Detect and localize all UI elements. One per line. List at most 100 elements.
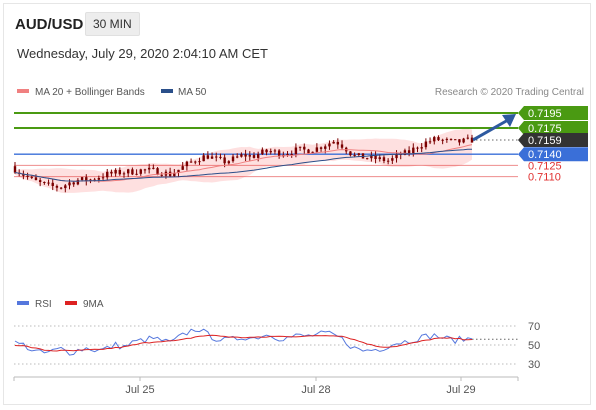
candle-body: [311, 151, 314, 154]
candle-body: [43, 181, 46, 183]
candle-body: [382, 157, 386, 162]
trend-arrow: [472, 114, 516, 142]
candle-body: [143, 169, 147, 171]
candle-body: [244, 154, 247, 157]
candle-body: [76, 179, 80, 185]
candle-body: [59, 187, 63, 189]
candle-body: [470, 137, 474, 143]
candle-body: [139, 169, 142, 174]
candle-body: [202, 155, 205, 162]
candle-body: [437, 137, 440, 141]
x-tick-label: Jul 25: [125, 384, 154, 396]
legend-ma50-swatch: [161, 89, 173, 93]
candle-body: [319, 147, 323, 149]
candle-body: [131, 169, 134, 175]
level-label: 0.7195: [528, 108, 562, 120]
candle-body: [13, 166, 17, 173]
legend-rsi-label: RSI: [35, 299, 52, 310]
candle-body: [353, 154, 356, 156]
candle-body: [55, 185, 59, 188]
candle-body: [34, 177, 38, 181]
candle-body: [223, 157, 226, 164]
candle-body: [395, 153, 398, 159]
candle-body: [160, 174, 163, 176]
candle-body: [294, 147, 298, 155]
candle-body: [378, 157, 381, 160]
candle-body: [403, 150, 407, 155]
candle-body: [26, 175, 29, 177]
bollinger-bands: [15, 128, 472, 194]
candle-body: [328, 143, 331, 147]
candle-body: [231, 156, 235, 162]
x-tick-label: Jul 29: [446, 384, 475, 396]
candle-body: [51, 182, 54, 186]
credit-label: Research © 2020 Trading Central: [435, 87, 584, 98]
level-label: 0.7159: [528, 135, 562, 147]
candle-body: [286, 154, 289, 156]
rsi-tick-label: 70: [528, 321, 540, 333]
candle-body: [357, 153, 360, 155]
timeframe-badge[interactable]: 30 MIN: [85, 12, 140, 36]
rsi-tick-label: 30: [528, 359, 540, 371]
legend-ma50-label: MA 50: [178, 87, 207, 98]
candle-body: [386, 160, 390, 162]
candle-body: [72, 182, 75, 185]
candle-body: [240, 154, 243, 157]
rsi-line: [14, 328, 473, 356]
candle-body: [420, 147, 423, 149]
x-axis: Jul 25 Jul 28 Jul 29: [13, 377, 519, 396]
candle-body: [315, 147, 319, 152]
candle-body: [412, 147, 415, 154]
datetime-label: Wednesday, July 29, 2020 2:04:10 AM CET: [17, 46, 268, 61]
candle-body: [458, 139, 461, 143]
candles: [13, 134, 474, 193]
candle-body: [332, 141, 335, 144]
candle-body: [135, 173, 138, 175]
symbol-title: AUD/USD: [15, 16, 84, 33]
candle-body: [236, 156, 239, 158]
level-label: 0.7125: [528, 160, 562, 172]
candle-body: [454, 139, 457, 141]
candle-body: [168, 171, 172, 177]
candle-body: [336, 141, 340, 145]
candle-body: [110, 171, 113, 174]
candle-body: [127, 169, 130, 174]
trend-arrow-head: [502, 114, 516, 127]
candle-body: [97, 178, 101, 180]
level-box-support_strong: [518, 147, 588, 162]
candle-body: [349, 151, 352, 156]
candle-body: [307, 149, 310, 154]
trend-arrow-shaft: [472, 118, 509, 142]
candle-body: [365, 158, 369, 160]
candle-body: [147, 167, 151, 170]
candle-body: [189, 161, 193, 163]
level-label: 0.7175: [528, 123, 562, 135]
candle-body: [428, 141, 432, 143]
legend-rsi-ma-swatch: [65, 301, 77, 305]
candle-body: [261, 149, 264, 155]
x-tick-label: Jul 28: [301, 384, 330, 396]
candle-body: [156, 168, 159, 175]
candle-body: [114, 169, 117, 174]
candle-body: [152, 167, 155, 169]
rsi-panel: 70 50 30: [14, 321, 540, 371]
candle-body: [181, 166, 184, 170]
candle-body: [64, 185, 67, 189]
candle-body: [441, 139, 444, 141]
candle-body: [227, 161, 231, 164]
candle-body: [324, 146, 327, 149]
candle-body: [265, 149, 268, 153]
legend-ma20-label: MA 20 + Bollinger Bands: [35, 87, 145, 98]
candle-body: [30, 176, 33, 178]
candle-body: [298, 146, 302, 148]
candle-body: [80, 177, 84, 180]
level-label: 0.7110: [528, 172, 561, 184]
level-box-resistance: [518, 106, 588, 120]
candle-body: [466, 137, 470, 139]
candle-body: [256, 154, 260, 158]
rsi-ma-line: [14, 334, 473, 352]
legend-ma20-swatch: [17, 89, 29, 93]
candle-body: [407, 150, 411, 154]
candle-body: [122, 173, 126, 175]
